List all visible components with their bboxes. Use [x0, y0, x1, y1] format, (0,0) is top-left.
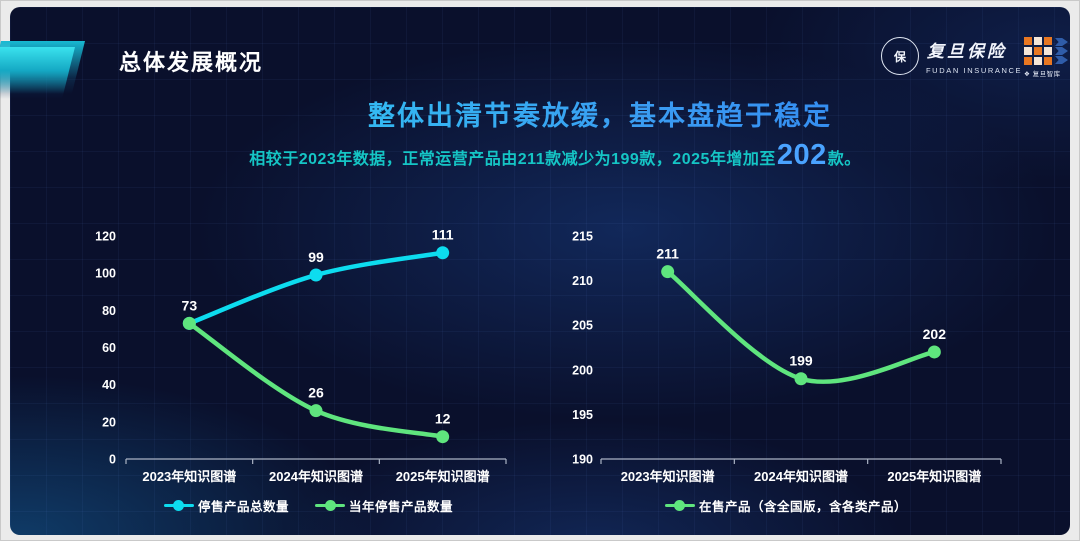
thinktank-grid-icon: [1024, 37, 1052, 65]
legend-item[interactable]: 停售产品总数量: [163, 496, 289, 515]
active-products-line-chart: 190 195 200 205 210 215 2023年知识图谱 2024年知识图谱 2025…: [572, 230, 1002, 484]
discontinued-products-line-chart: 0 20 40 60 80 100 120 2023年知识图谱 2024年知识图谱 2025年知识…: [95, 227, 507, 484]
x-axis-line: [125, 458, 507, 464]
data-point-marker: [309, 268, 323, 282]
subtitle-prefix: 相较于2023年数据，正常运营产品由211款减少为199款，2025年增加至: [249, 151, 776, 168]
y-axis-tick-label: 120: [95, 230, 116, 244]
y-axis-tick-label: 200: [572, 363, 593, 377]
seal-character: 保: [893, 49, 906, 64]
data-point-label: 73: [182, 297, 198, 313]
subtitle-suffix: 款。: [827, 151, 861, 168]
data-point-marker: [309, 404, 323, 418]
legend-label: 停售产品总数量: [197, 499, 289, 514]
y-axis-tick-label: 215: [572, 230, 593, 244]
title-flag-decoration: [0, 47, 76, 99]
y-axis-tick-label: 60: [102, 341, 116, 355]
data-point-label: 199: [789, 353, 813, 369]
x-axis-category-label: 2024年知识图谱: [754, 469, 848, 484]
right-chart-legend: 在售产品（含全国版，含各类产品）: [556, 495, 1016, 515]
data-point-label: 211: [656, 246, 679, 262]
data-point-label: 99: [308, 249, 324, 265]
subtitle-highlight-number: 202: [776, 139, 827, 171]
x-axis-category-label: 2025年知识图谱: [396, 469, 490, 484]
y-axis-tick-label: 195: [572, 408, 593, 422]
legend-label: 在售产品（含全国版，含各类产品）: [698, 499, 907, 514]
background-gridlines: [10, 7, 1070, 535]
fudan-insurance-wordmark: 复旦保险 FUDAN INSURANCE: [926, 37, 1023, 75]
legend-label: 当年停售产品数量: [349, 499, 454, 514]
data-point-label: 12: [435, 411, 451, 427]
y-axis-tick-label: 210: [572, 274, 593, 288]
data-point-marker: [436, 430, 450, 444]
data-point-marker: [182, 316, 196, 330]
x-axis-category-label: 2023年知识图谱: [142, 469, 236, 484]
thinktank-arrow-icon: [1055, 37, 1068, 65]
left-chart-legend: 停售产品总数量 当年停售产品数量: [86, 495, 531, 515]
brand-name-english: FUDAN INSURANCE: [926, 66, 1023, 75]
legend-line-dot-icon: [163, 499, 194, 511]
legend-line-dot-icon: [315, 499, 345, 511]
logo-group: 保 复旦保险 FUDAN INSURANCE ❖ 复旦智库: [881, 37, 1080, 78]
fudan-insurance-seal-logo: 保: [881, 37, 919, 75]
data-point-marker: [436, 246, 450, 260]
slide-headline: 整体出清节奏放缓，基本盘趋于稳定: [121, 94, 1079, 133]
slide-title: 总体发展概况: [119, 50, 264, 75]
data-point-label: 111: [432, 227, 454, 243]
thinktank-label: ❖ 复旦智库: [1024, 71, 1061, 78]
slide-subtitle: 相较于2023年数据，正常运营产品由211款减少为199款，2025年增加至 2…: [31, 139, 1079, 172]
series-line: [187, 321, 445, 439]
data-point-label: 202: [923, 326, 947, 342]
x-axis-category-label: 2024年知识图谱: [269, 469, 363, 484]
y-axis-tick-label: 40: [102, 378, 116, 392]
x-axis-category-label: 2025年知识图谱: [887, 469, 981, 484]
x-axis-line: [600, 458, 1002, 464]
y-axis-tick-label: 20: [102, 415, 116, 429]
thinktank-logo: ❖ 复旦智库: [1024, 37, 1080, 78]
data-point-label: 26: [308, 385, 324, 401]
y-axis-tick-label: 80: [102, 304, 116, 318]
data-point-marker: [794, 372, 808, 386]
y-axis-tick-label: 190: [572, 453, 593, 467]
data-point-marker: [661, 265, 675, 279]
brand-name-chinese: 复旦保险: [927, 42, 1007, 61]
legend-line-dot-icon: [664, 499, 695, 511]
slide-background: [10, 7, 1070, 535]
x-axis-category-label: 2023年知识图谱: [621, 469, 715, 484]
y-axis-tick-label: 0: [109, 453, 116, 467]
legend-item[interactable]: 当年停售产品数量: [315, 496, 453, 515]
y-axis-tick-label: 100: [95, 267, 116, 281]
data-point-marker: [927, 345, 941, 359]
y-axis-tick-label: 205: [572, 319, 593, 333]
legend-item[interactable]: 在售产品（含全国版，含各类产品）: [664, 496, 907, 515]
